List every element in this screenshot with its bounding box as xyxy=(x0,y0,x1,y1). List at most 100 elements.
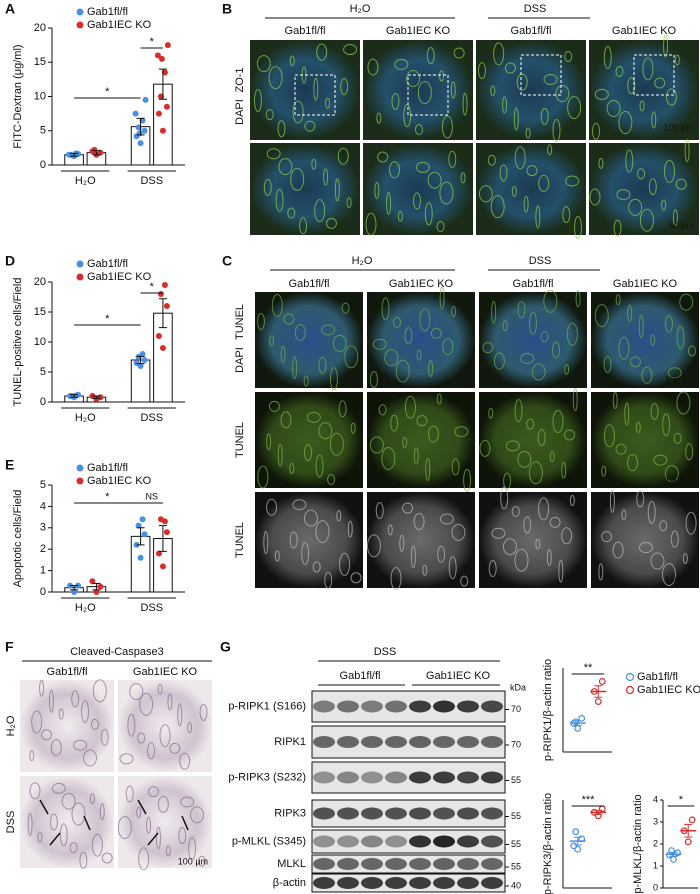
y-tick-label: 4 xyxy=(40,500,46,512)
y-tick-label: 15 xyxy=(34,56,46,68)
tissue-feature xyxy=(48,689,54,713)
tissue-feature xyxy=(318,422,333,440)
tissue-feature xyxy=(395,359,410,383)
tissue-feature xyxy=(69,842,78,854)
tissue-feature xyxy=(574,215,583,239)
x-tick-label: DSS xyxy=(140,175,163,187)
tissue-feature xyxy=(179,752,191,770)
band xyxy=(409,877,431,889)
tissue-feature xyxy=(287,207,296,219)
y-tick-label: 0 xyxy=(40,586,46,598)
tissue-feature xyxy=(517,301,526,319)
band xyxy=(457,835,479,848)
tissue-feature xyxy=(27,812,33,836)
tissue-feature xyxy=(187,722,193,734)
tissue-feature xyxy=(344,345,359,369)
tissue-feature xyxy=(424,202,433,226)
tissue-feature xyxy=(603,355,612,373)
band xyxy=(433,807,455,820)
tissue-feature xyxy=(665,315,673,333)
tissue-feature xyxy=(688,345,697,357)
tissue-feature xyxy=(628,198,643,216)
tissue-feature xyxy=(189,806,204,824)
band xyxy=(409,736,431,748)
column-label: Gab1fl/fl xyxy=(513,278,554,290)
tissue-feature xyxy=(413,447,419,465)
band xyxy=(313,771,335,784)
significance-label: * xyxy=(679,794,684,806)
tissue-feature xyxy=(487,154,496,166)
tissue-feature xyxy=(616,189,631,201)
data-point xyxy=(155,333,162,339)
tissue-feature xyxy=(337,147,349,165)
band xyxy=(433,771,455,784)
band xyxy=(481,807,503,820)
data-point xyxy=(137,140,144,147)
tissue-feature xyxy=(662,413,671,437)
data-point xyxy=(163,103,170,110)
tissue-feature xyxy=(332,334,347,352)
tissue-feature xyxy=(618,111,633,135)
legend-label: Gab1IEC KO xyxy=(87,475,152,487)
tissue-feature xyxy=(416,349,422,361)
tissue-feature xyxy=(558,559,564,583)
significance-label: * xyxy=(105,313,110,325)
legend-marker xyxy=(76,8,84,16)
stain-label: TUNEL xyxy=(234,422,246,458)
tissue-feature xyxy=(311,158,317,170)
tissue-feature xyxy=(165,845,171,857)
tissue-feature xyxy=(654,77,666,89)
tissue-feature xyxy=(661,199,667,211)
data-point xyxy=(93,589,100,595)
tissue-feature xyxy=(672,209,678,227)
y-tick-label: 5 xyxy=(40,125,46,137)
tissue-feature xyxy=(289,463,295,475)
tissue-feature xyxy=(266,498,278,516)
tissue-feature xyxy=(625,149,634,173)
error-bar xyxy=(92,150,101,156)
band xyxy=(337,835,359,848)
tissue-feature xyxy=(304,120,316,132)
tissue-feature xyxy=(315,454,324,478)
scale-bar-label: 100 μm xyxy=(665,474,695,484)
arrow xyxy=(39,799,91,846)
y-tick-label: 1 xyxy=(40,565,46,577)
row-label: β-actin xyxy=(273,877,306,889)
tissue-feature xyxy=(372,338,387,350)
column-label: Gab1fl/fl xyxy=(289,278,330,290)
tissue-feature xyxy=(650,552,665,570)
legend-label: Gab1fl/fl xyxy=(87,462,128,474)
panel-title: Cleaved-Caspase3 xyxy=(70,646,164,658)
scale-bar-label: 100 μm xyxy=(665,374,695,384)
tissue-feature xyxy=(451,305,457,317)
tissue-feature xyxy=(292,100,304,124)
tissue-feature xyxy=(312,561,321,573)
y-axis-label: Apoptotic cells/Field xyxy=(12,490,24,588)
data-point xyxy=(136,130,143,137)
tissue-feature xyxy=(627,304,633,322)
tissue-feature xyxy=(439,286,445,310)
tissue-feature xyxy=(139,692,154,716)
stain-label: ZO-1 xyxy=(234,67,246,92)
band xyxy=(385,877,407,889)
error-bar xyxy=(594,685,603,698)
x-tick-label: H₂O xyxy=(75,412,96,424)
tissue-feature xyxy=(37,831,43,843)
tissue-feature xyxy=(636,490,645,508)
tissue-feature xyxy=(569,495,575,507)
tissue-feature xyxy=(451,458,460,476)
tissue-feature xyxy=(453,47,465,59)
tissue-feature xyxy=(627,454,639,472)
tissue-feature xyxy=(378,404,387,416)
tissue-feature xyxy=(61,792,76,810)
tissue-feature xyxy=(350,422,356,434)
tissue-feature xyxy=(520,352,535,364)
tissue-feature xyxy=(540,107,549,125)
tissue-feature xyxy=(613,219,622,237)
tissue-feature xyxy=(283,313,295,325)
band xyxy=(385,700,407,713)
tissue-feature xyxy=(346,197,352,209)
tissue-feature xyxy=(676,391,691,415)
tissue-feature xyxy=(511,505,520,517)
tissue-feature xyxy=(425,457,431,481)
